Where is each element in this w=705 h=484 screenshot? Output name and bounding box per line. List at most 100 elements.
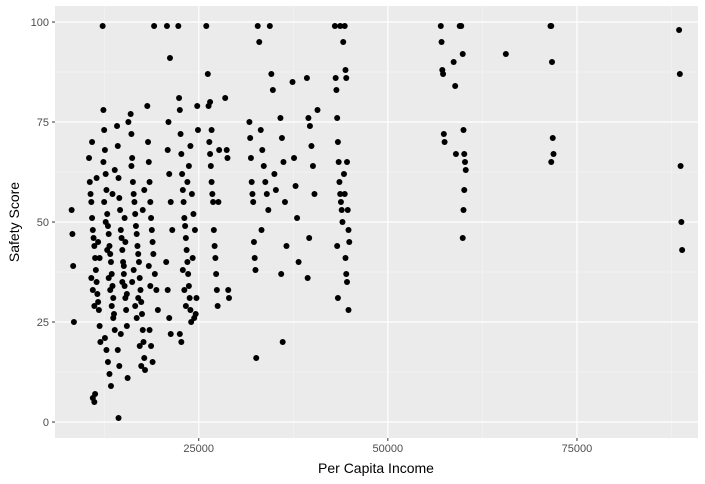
data-point xyxy=(208,127,215,133)
data-point xyxy=(549,135,556,141)
data-point xyxy=(181,215,188,221)
data-point xyxy=(123,323,130,329)
data-point xyxy=(305,115,312,121)
data-point xyxy=(114,347,121,353)
data-point xyxy=(90,235,97,241)
data-point xyxy=(95,299,102,305)
data-point xyxy=(549,59,556,65)
data-point xyxy=(343,279,350,285)
data-point xyxy=(120,271,127,277)
data-point xyxy=(184,179,191,185)
data-point xyxy=(278,135,285,141)
data-point xyxy=(109,191,116,197)
y-tick-label: 50 xyxy=(37,217,49,229)
data-point xyxy=(337,199,344,205)
data-point xyxy=(460,207,467,213)
data-point xyxy=(107,259,114,265)
data-point xyxy=(208,179,215,185)
data-point xyxy=(550,151,557,157)
data-point xyxy=(146,327,153,333)
data-point xyxy=(438,39,445,45)
data-point xyxy=(138,311,145,317)
data-point xyxy=(189,255,196,261)
data-point xyxy=(145,263,152,269)
data-point xyxy=(115,175,122,181)
data-point xyxy=(97,339,104,345)
data-point xyxy=(676,71,683,77)
data-point xyxy=(676,27,683,33)
data-point xyxy=(304,275,311,281)
data-point xyxy=(135,259,142,265)
data-point xyxy=(92,391,99,397)
data-point xyxy=(178,339,185,345)
data-point xyxy=(178,151,185,157)
data-point xyxy=(89,215,96,221)
data-point xyxy=(130,191,137,197)
data-point xyxy=(334,243,341,249)
data-point xyxy=(138,363,145,369)
data-point xyxy=(207,99,214,105)
data-point xyxy=(268,71,275,77)
data-point xyxy=(86,179,93,185)
data-point xyxy=(142,367,149,373)
data-point xyxy=(460,127,467,133)
data-point xyxy=(151,271,158,277)
data-point xyxy=(107,287,114,293)
y-tick-label: 75 xyxy=(37,117,49,129)
data-point xyxy=(185,163,192,169)
data-point xyxy=(185,283,192,289)
x-axis-ticks: 25000 50000 75000 xyxy=(183,438,592,455)
data-point xyxy=(129,279,136,285)
data-point xyxy=(207,163,214,169)
data-point xyxy=(283,243,290,249)
data-point xyxy=(248,179,255,185)
data-point xyxy=(100,159,107,165)
data-point xyxy=(341,23,348,29)
data-point xyxy=(679,247,686,253)
data-point xyxy=(176,95,183,101)
data-point xyxy=(331,23,338,29)
data-point xyxy=(332,75,339,81)
data-point xyxy=(148,215,155,221)
data-point xyxy=(89,139,96,145)
data-point xyxy=(93,175,100,181)
data-point xyxy=(117,227,124,233)
data-point xyxy=(222,95,229,101)
data-point xyxy=(123,307,130,313)
data-point xyxy=(133,231,140,237)
data-point xyxy=(502,51,509,57)
data-point xyxy=(104,359,111,365)
data-point xyxy=(135,295,142,301)
data-point xyxy=(153,287,160,293)
data-point xyxy=(334,295,341,301)
data-point xyxy=(100,107,107,113)
data-point xyxy=(306,123,313,129)
data-point xyxy=(150,251,157,257)
data-point xyxy=(141,187,148,193)
data-point xyxy=(176,331,183,337)
data-point xyxy=(120,263,127,269)
data-point xyxy=(146,179,153,185)
data-point xyxy=(70,263,77,269)
data-point xyxy=(103,187,110,193)
data-point xyxy=(440,131,447,137)
data-point xyxy=(132,303,139,309)
data-point xyxy=(306,235,313,241)
data-point xyxy=(132,211,139,217)
y-tick-label: 0 xyxy=(43,417,49,429)
data-point xyxy=(246,119,253,125)
data-point xyxy=(141,355,148,361)
data-point xyxy=(139,207,146,213)
data-point xyxy=(139,327,146,333)
data-point xyxy=(253,355,260,361)
data-point xyxy=(342,255,349,261)
data-point xyxy=(179,267,186,273)
data-point xyxy=(437,23,444,29)
data-point xyxy=(105,275,112,281)
data-point xyxy=(147,283,154,289)
data-point xyxy=(247,155,254,161)
data-point xyxy=(151,23,158,29)
data-point xyxy=(166,315,173,321)
data-point xyxy=(203,23,210,29)
data-point xyxy=(88,199,95,205)
